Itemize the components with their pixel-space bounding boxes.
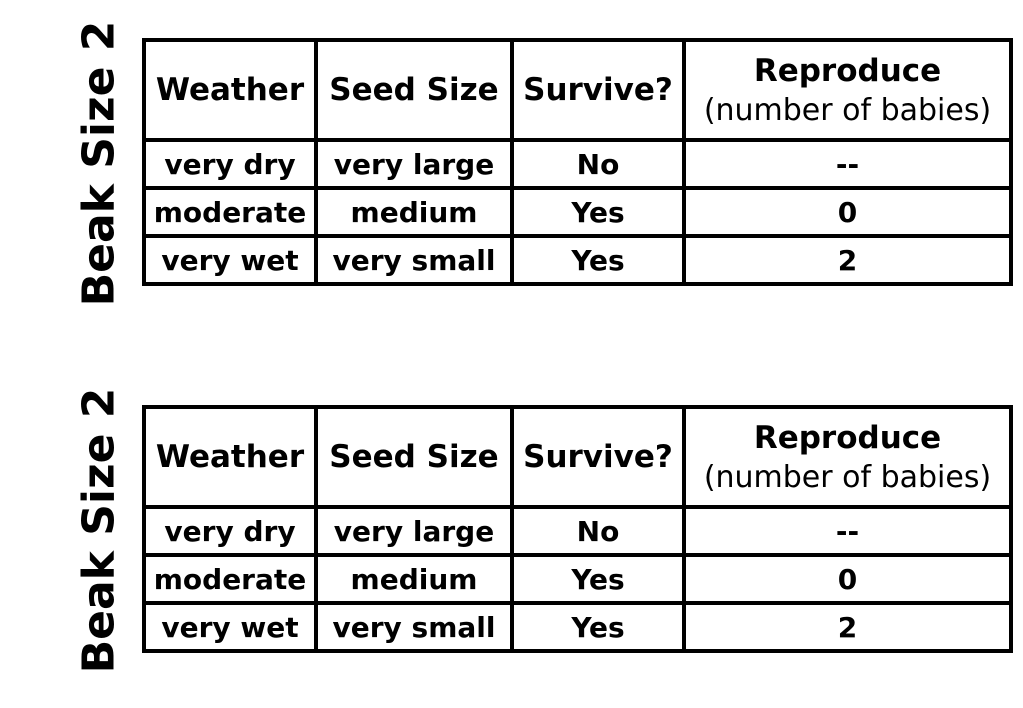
cell-seed-size: very large: [314, 138, 514, 190]
cell-reproduce: --: [682, 505, 1013, 557]
cell-survive: Yes: [510, 186, 686, 238]
cell-survive: Yes: [510, 601, 686, 653]
header-reproduce-subtitle: (number of babies): [703, 92, 992, 128]
header-reproduce: Reproduce (number of babies): [682, 38, 1013, 142]
data-table: Weather Seed Size Survive? Reproduce (nu…: [142, 405, 1013, 653]
header-reproduce-title: Reproduce: [753, 419, 942, 456]
table-row: very wet very small Yes 2: [142, 601, 1013, 653]
header-weather: Weather: [142, 38, 318, 142]
header-row: Weather Seed Size Survive? Reproduce (nu…: [142, 405, 1013, 509]
header-row: Weather Seed Size Survive? Reproduce (nu…: [142, 38, 1013, 142]
data-table: Weather Seed Size Survive? Reproduce (nu…: [142, 38, 1013, 286]
table-row: very dry very large No --: [142, 138, 1013, 190]
cell-weather: very dry: [142, 505, 318, 557]
header-reproduce-subtitle: (number of babies): [703, 459, 992, 495]
cell-seed-size: very small: [314, 234, 514, 286]
header-reproduce: Reproduce (number of babies): [682, 405, 1013, 509]
header-weather: Weather: [142, 405, 318, 509]
cell-seed-size: medium: [314, 186, 514, 238]
table-row: very dry very large No --: [142, 505, 1013, 557]
cell-seed-size: medium: [314, 553, 514, 605]
cell-survive: Yes: [510, 234, 686, 286]
header-survive: Survive?: [510, 38, 686, 142]
cell-seed-size: very large: [314, 505, 514, 557]
side-label: Beak Size 2: [58, 21, 140, 307]
cell-reproduce: --: [682, 138, 1013, 190]
table-row: very wet very small Yes 2: [142, 234, 1013, 286]
header-seed-size: Seed Size: [314, 38, 514, 142]
cell-weather: very wet: [142, 234, 318, 286]
side-label: Beak Size 2: [58, 388, 140, 674]
table-block-1: Beak Size 2 Weather Seed Size Survive? R…: [0, 21, 1023, 306]
header-survive: Survive?: [510, 405, 686, 509]
cell-reproduce: 2: [682, 601, 1013, 653]
cell-reproduce: 0: [682, 553, 1013, 605]
cell-weather: very dry: [142, 138, 318, 190]
cell-weather: very wet: [142, 601, 318, 653]
cell-survive: No: [510, 505, 686, 557]
table-row: moderate medium Yes 0: [142, 553, 1013, 605]
cell-seed-size: very small: [314, 601, 514, 653]
header-seed-size: Seed Size: [314, 405, 514, 509]
table-row: moderate medium Yes 0: [142, 186, 1013, 238]
cell-reproduce: 0: [682, 186, 1013, 238]
cell-weather: moderate: [142, 553, 318, 605]
cell-survive: No: [510, 138, 686, 190]
cell-reproduce: 2: [682, 234, 1013, 286]
cell-survive: Yes: [510, 553, 686, 605]
header-reproduce-title: Reproduce: [753, 52, 942, 89]
table-block-2: Beak Size 2 Weather Seed Size Survive? R…: [0, 388, 1023, 673]
side-label-text: Beak Size 2: [73, 387, 125, 674]
cell-weather: moderate: [142, 186, 318, 238]
side-label-text: Beak Size 2: [73, 20, 125, 307]
